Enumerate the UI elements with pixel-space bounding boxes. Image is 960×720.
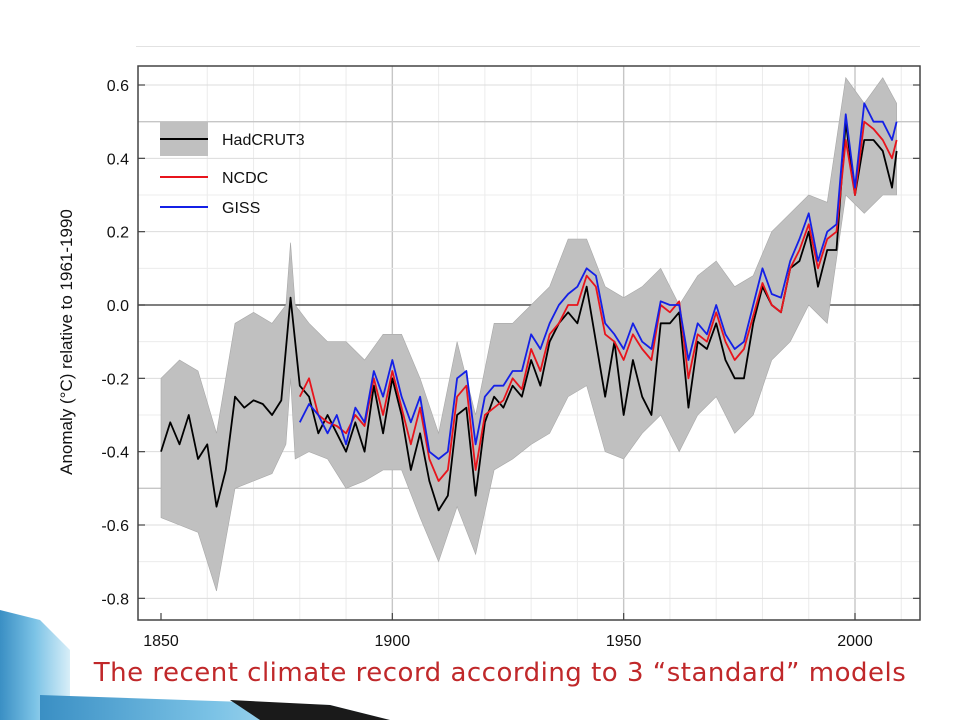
y-tick-label: -0.8 <box>101 591 129 608</box>
legend-label-giss: GISS <box>222 200 260 217</box>
uncertainty-band <box>160 76 897 592</box>
series-line-giss <box>298 102 898 460</box>
plot-frame <box>137 65 921 621</box>
y-tick-label: -0.4 <box>101 445 129 462</box>
x-tick-labels: 1850 1900 1950 2000 <box>143 633 873 650</box>
y-tick-labels: -0.8 -0.6 -0.4 -0.2 0.0 0.2 0.4 0.6 <box>101 78 129 608</box>
slide-caption: The recent climate record according to 3… <box>93 658 907 688</box>
slide-corner-decoration <box>0 610 390 720</box>
legend: HadCRUT3 NCDC GISS <box>160 122 305 217</box>
y-tick-label: 0.4 <box>107 151 129 168</box>
y-axis-title: Anomaly (°C) relative to 1961-1990 <box>57 209 76 475</box>
x-tick-label: 1950 <box>606 633 642 650</box>
decoration-shape-dark <box>230 700 390 720</box>
uncertainty-band-polygon <box>160 76 897 592</box>
series-line-ncdc <box>298 120 898 482</box>
legend-label-hadcrut3: HadCRUT3 <box>222 132 305 149</box>
y-tick-label: 0.0 <box>107 298 129 315</box>
x-tick-label: 2000 <box>837 633 873 650</box>
decoration-shape-left <box>0 610 70 720</box>
y-tick-label: 0.6 <box>107 78 129 95</box>
y-tick-label: 0.2 <box>107 225 129 242</box>
x-tick-label: 1900 <box>375 633 411 650</box>
y-tick-label: -0.2 <box>101 371 129 388</box>
y-tick-label: -0.6 <box>101 518 129 535</box>
x-tick-label: 1850 <box>143 633 179 650</box>
slide-top-rule <box>136 46 920 47</box>
legend-label-ncdc: NCDC <box>222 170 268 187</box>
plot-border <box>137 65 921 621</box>
series-lines <box>160 102 898 512</box>
